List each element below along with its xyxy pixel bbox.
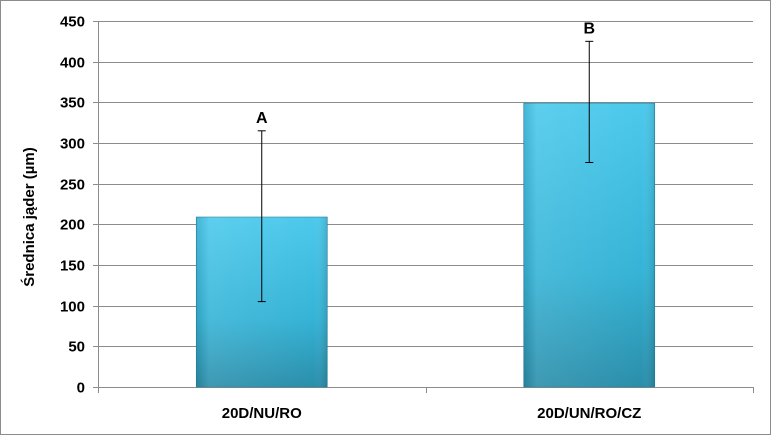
data-label-2: B (583, 20, 595, 37)
x-tick-label-1: 20D/NU/RO (222, 405, 302, 422)
x-tick-label-2: 20D/UN/RO/CZ (537, 405, 641, 422)
y-tick-label-350: 350 (60, 95, 85, 112)
y-tick-label-0: 0 (77, 380, 85, 397)
y-tick-label-200: 200 (60, 217, 85, 234)
y-tick-label-100: 100 (60, 299, 85, 316)
y-tick-label-50: 50 (68, 339, 85, 356)
data-label-1: A (256, 110, 268, 127)
y-tick-label-300: 300 (60, 136, 85, 153)
bars (195, 102, 656, 388)
error-bars (257, 40, 594, 303)
y-axis-title: Średnica jąder (µm) (20, 147, 38, 287)
y-tick-label-450: 450 (60, 14, 85, 31)
y-tick-label-250: 250 (60, 177, 85, 194)
axes (93, 21, 754, 393)
y-tick-label-150: 150 (60, 258, 85, 275)
labels: 0 50 100 150 200 250 300 350 400 450 A 20D/NU/RO B 20… (60, 14, 641, 423)
y-tick-label-400: 400 (60, 55, 85, 72)
